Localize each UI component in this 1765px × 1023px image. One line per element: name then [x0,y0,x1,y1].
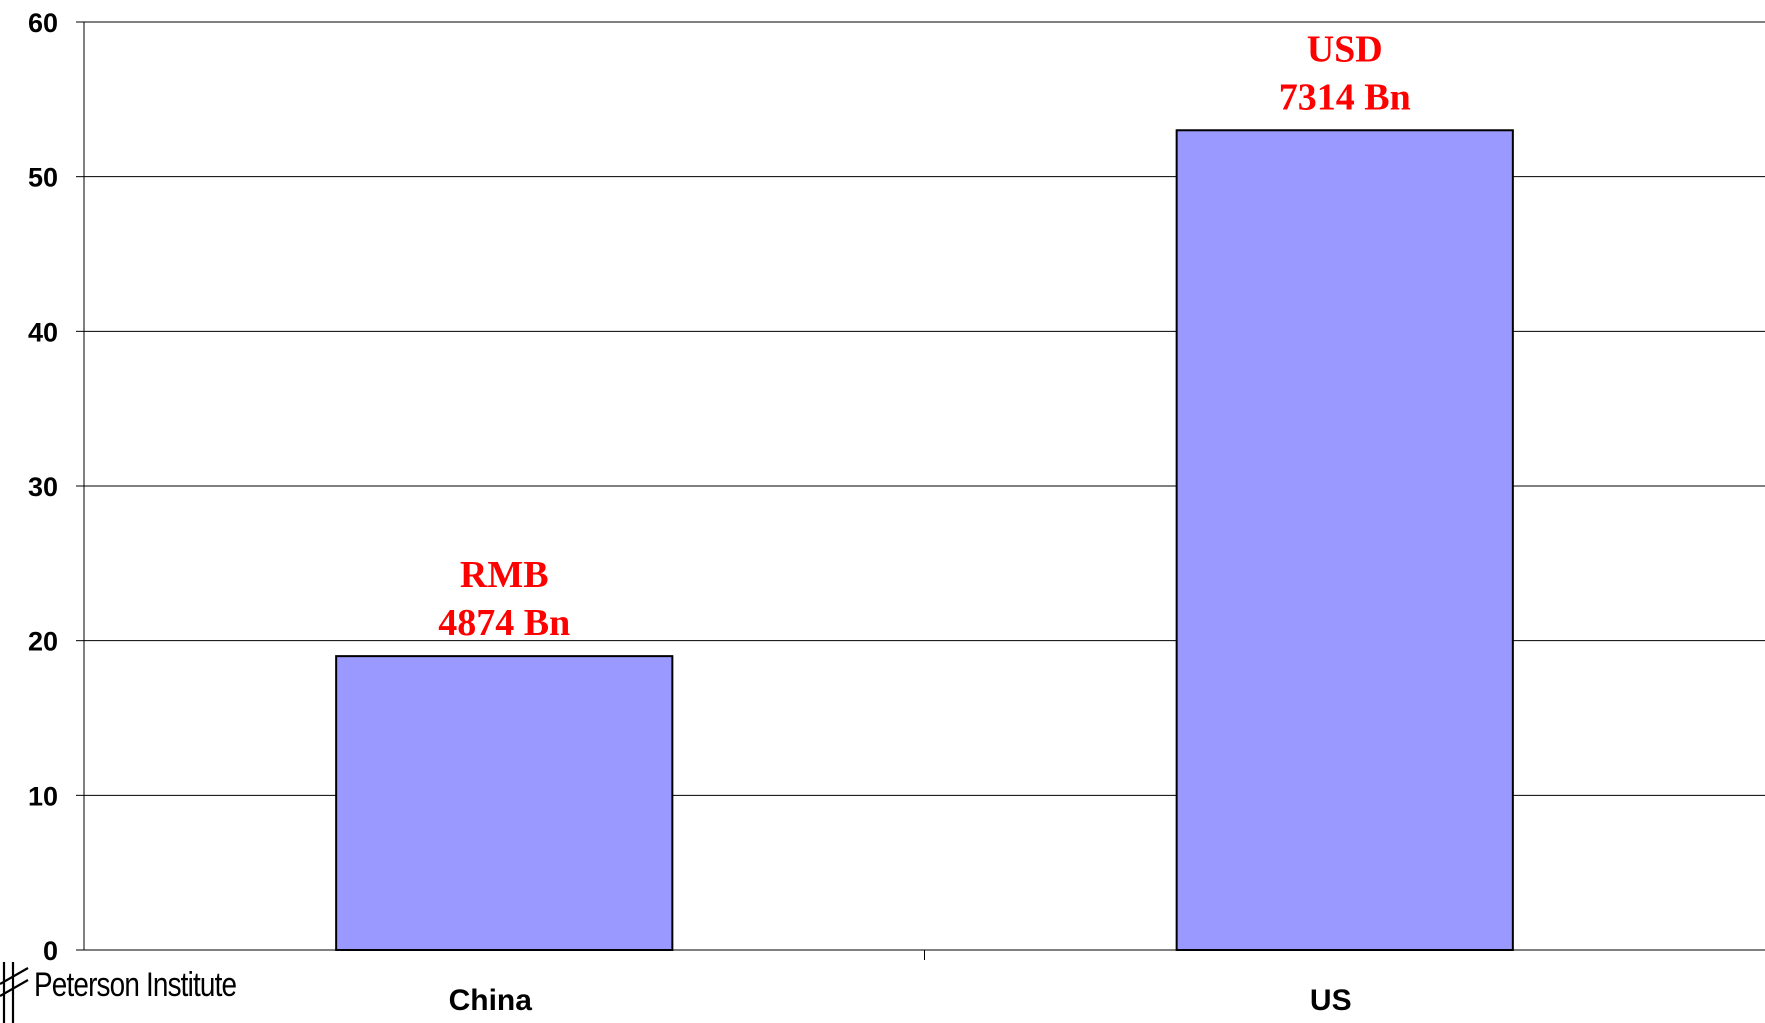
y-tick-label: 20 [28,627,58,657]
data-label-amount: 7314 Bn [1279,76,1411,118]
axes [76,21,1765,960]
data-label-currency: RMB [460,554,549,596]
x-category-labels: China US [449,984,1352,1017]
y-tick-label: 30 [28,472,58,502]
bars [335,129,1514,952]
data-label-currency: USD [1307,28,1383,70]
y-tick-label: 0 [43,936,58,966]
data-label-amount: 4874 Bn [438,602,570,644]
y-tick-label: 40 [28,317,58,347]
bar-china [335,655,674,952]
y-tick-labels: 0 10 20 30 40 50 60 [28,8,58,966]
logo-text: Peterson Institute [34,966,237,1004]
data-labels: RMB 4874 Bn USD 7314 Bn [438,28,1410,644]
peterson-institute-logo-icon [0,962,29,1023]
bar-us [1175,129,1514,951]
y-tick-label: 50 [28,163,58,193]
x-tick-label-us: US [1310,984,1352,1017]
x-tick-label-china: China [449,984,533,1017]
y-tick-label: 60 [28,8,58,38]
y-tick-label: 10 [28,781,58,811]
